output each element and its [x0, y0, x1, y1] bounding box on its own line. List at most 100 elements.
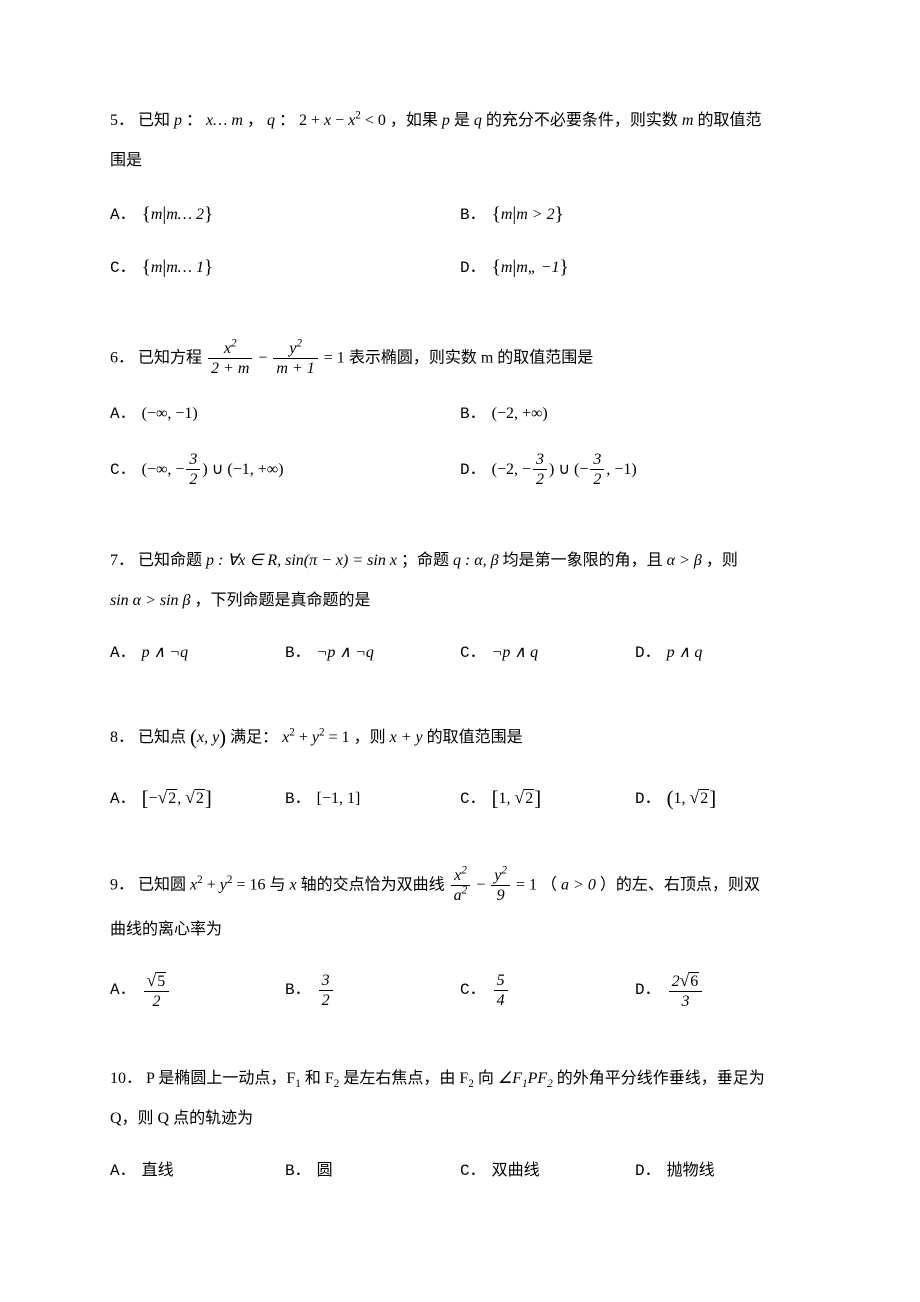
q8-optC-label: C．: [460, 787, 486, 811]
q5-condq-pre: 2 +: [299, 112, 324, 129]
q8D-open: (: [667, 787, 674, 810]
q9-optB-frac: 3 2: [319, 971, 333, 1010]
q9-minus: −: [476, 876, 489, 893]
q6-optC-den: 2: [186, 470, 200, 489]
question-6: 6． 已知方程 x2 2 + m − y2 m + 1 = 1 表示椭圆，则实数…: [110, 339, 810, 514]
q8-eq-plus: +: [295, 729, 312, 746]
q8A-open: [: [142, 787, 149, 810]
q7-optA-text: p ∧ ¬q: [142, 641, 189, 665]
q9-optC-label: C．: [460, 978, 486, 1002]
q10-ang-s2: 2: [547, 1078, 553, 1090]
q5-optD-cond: m„ −1: [516, 256, 559, 280]
q9-circ-plus: +: [203, 876, 220, 893]
q5-condq-minus: −: [331, 112, 348, 129]
q10-text4: 向: [478, 1070, 494, 1087]
q9D-pre: 2: [672, 973, 680, 990]
q8-stem: 8． 已知点 (x, y) 满足： x2 + y2 = 1 ，则 x + y 的…: [110, 717, 810, 759]
q9B-num: 3: [319, 971, 333, 991]
q5-options: A． {m|m… 2} B． {m|m > 2} C． {m|m… 1} D． …: [110, 201, 810, 307]
q5-colon2: ：: [279, 112, 295, 129]
q10-optC-label: C．: [460, 1159, 486, 1183]
q8-eq-post: = 1: [325, 729, 350, 746]
q10-text5: 的外角平分线作垂线，垂足为: [557, 1070, 765, 1087]
q10-optC-text: 双曲线: [492, 1159, 540, 1183]
q6-optD-mid: ) ∪ (−: [549, 458, 588, 482]
q9-optB-label: B．: [285, 978, 311, 1002]
q5-text2: ，如果: [390, 112, 438, 129]
q5-optC-cond: m… 1: [166, 256, 204, 280]
q10-ang: ∠F: [498, 1070, 522, 1087]
q9-hyp-frac2: y2 9: [491, 866, 510, 905]
q8-xy: x, y: [197, 729, 219, 746]
q9C-num: 5: [494, 971, 508, 991]
q6-stem: 6． 已知方程 x2 2 + m − y2 m + 1 = 1 表示椭圆，则实数…: [110, 339, 810, 378]
q10-optA-text: 直线: [142, 1159, 174, 1183]
q10-optB-text: 圆: [317, 1159, 333, 1183]
q8C-one: 1,: [499, 790, 515, 807]
q5-comma1: ，: [247, 112, 263, 129]
q10-sub1: 1: [295, 1078, 301, 1090]
q5-optC: C． {m|m… 1}: [110, 254, 460, 283]
q5-condq-post: < 0: [361, 112, 386, 129]
q5-optA: A． {m|m… 2}: [110, 201, 460, 230]
q8D-one: 1,: [674, 790, 690, 807]
q9-text2: 与: [270, 876, 286, 893]
q7-line2: sin α > sin β ，下列命题是真命题的是: [110, 585, 810, 617]
q5-condp: x… m: [206, 112, 243, 129]
q7-text3: 均是第一象限的角，且: [503, 552, 663, 569]
q10-line2: Q，则 Q 点的轨迹为: [110, 1103, 810, 1135]
q6-frac1: x2 2 + m: [208, 339, 252, 378]
q7-optA-label: A．: [110, 641, 136, 665]
q8-xpy: x + y: [390, 729, 423, 746]
q9-line2: 曲线的离心率为: [110, 914, 810, 946]
q6-frac2: y2 m + 1: [273, 339, 317, 378]
q7-options: A． p ∧ ¬q B． ¬p ∧ ¬q C． ¬p ∧ q D． p ∧ q: [110, 641, 810, 685]
question-8: 8． 已知点 (x, y) 满足： x2 + y2 = 1 ，则 x + y 的…: [110, 717, 810, 834]
q6-optC-label: C．: [110, 458, 136, 482]
q6-frac1-den: 2 + m: [208, 359, 252, 378]
q8-optB-text: [−1, 1]: [317, 787, 361, 811]
q10-optB: B． 圆: [285, 1159, 460, 1183]
q8-optD-label: D．: [635, 787, 661, 811]
q5-number: 5．: [110, 112, 134, 129]
q6-optC-frac: 3 2: [186, 450, 200, 489]
q8A-neg: −: [149, 790, 158, 807]
q8-text1: 已知点: [138, 729, 186, 746]
q9B-den: 2: [319, 991, 333, 1010]
q6-optD-frac1: 3 2: [533, 450, 547, 489]
q9-options: A． √5 2 B． 3 2 C． 5 4 D． 2√6 3: [110, 970, 810, 1031]
brace-open: {: [142, 254, 151, 283]
q9-circ-eq: = 16: [232, 876, 265, 893]
q10-stem: 10． P 是椭圆上一动点，F1 和 F2 是左右焦点，由 F2 向 ∠F1PF…: [110, 1063, 810, 1135]
q6-text1: 已知方程: [138, 349, 202, 366]
question-7: 7． 已知命题 p : ∀x ∈ R, sin(π − x) = sin x ；…: [110, 545, 810, 685]
q5-p: p: [174, 112, 182, 129]
q6-optD-den1: 2: [533, 470, 547, 489]
q6-frac2-sup: 2: [296, 337, 302, 349]
q9-h1ns: 2: [461, 865, 467, 877]
q8-text3: ，则: [354, 729, 386, 746]
q7-text1: 已知命题: [138, 552, 202, 569]
q5-text5: 的取值范: [697, 112, 761, 129]
q10-text3: 是左右焦点，由 F: [343, 1070, 468, 1087]
q5-optC-label: C．: [110, 256, 136, 280]
q5-text4: 的充分不必要条件，则实数: [486, 112, 678, 129]
q10-sub3: 2: [468, 1078, 474, 1090]
q9-hyp-frac1: x2 a2: [451, 866, 471, 905]
q7-line2-post: ，下列命题是真命题的是: [195, 592, 371, 609]
q8A-sqrt2: 2: [195, 789, 205, 807]
q7-optA: A． p ∧ ¬q: [110, 641, 285, 665]
q8-number: 8．: [110, 729, 134, 746]
q5-text3: 是: [454, 112, 470, 129]
q7-optB-text: ¬p ∧ ¬q: [317, 641, 374, 665]
brace-close: }: [204, 254, 213, 283]
q10-optD-text: 抛物线: [667, 1159, 715, 1183]
q8-optA-label: A．: [110, 787, 136, 811]
q6-optD-post: , −1): [606, 458, 636, 482]
q9A-den: 2: [144, 992, 170, 1011]
q5-p2: p: [442, 112, 450, 129]
q7-optD-text: p ∧ q: [667, 641, 703, 665]
q6-optD-label: D．: [460, 458, 486, 482]
q9-optC: C． 5 4: [460, 970, 635, 1011]
q10-optC: C． 双曲线: [460, 1159, 635, 1183]
